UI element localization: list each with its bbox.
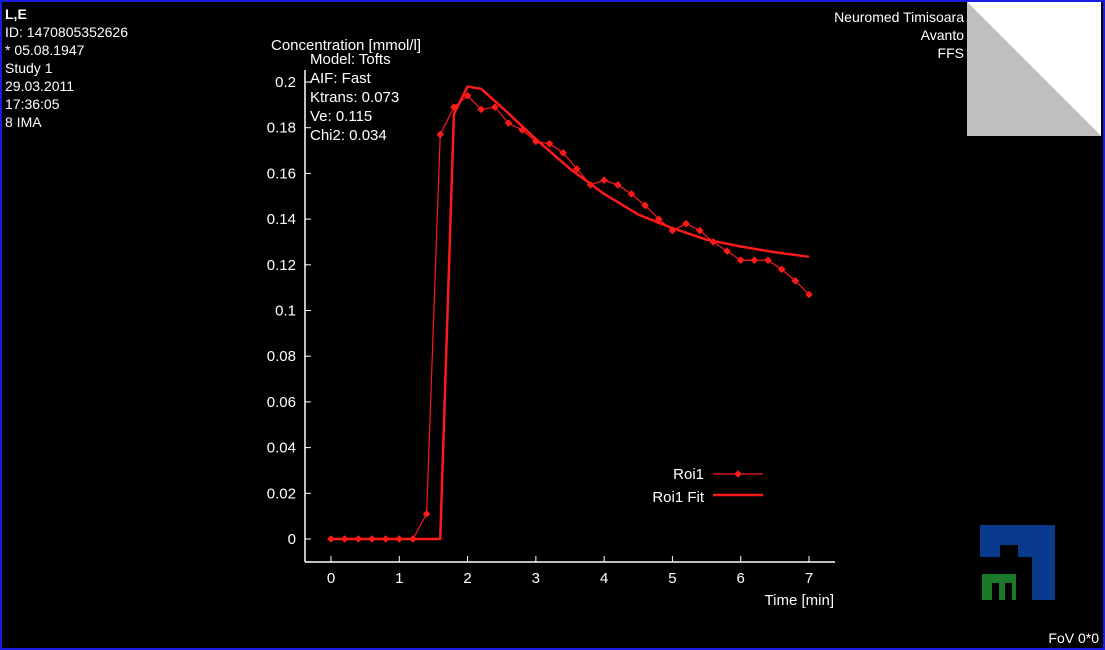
- model-name: Model: Tofts: [310, 51, 391, 68]
- scanner-model: Avanto: [920, 27, 964, 43]
- patient-info: L,E ID: 1470805352626 * 05.08.1947 Study…: [5, 5, 128, 131]
- series-roi1-point: [586, 181, 595, 189]
- image-count: 8 IMA: [5, 114, 42, 130]
- patient-name: L,E: [5, 6, 27, 22]
- chi2-value: Chi2: 0.034: [310, 127, 387, 144]
- series-roi1-point: [327, 535, 335, 543]
- model-info: Model: Tofts AIF: Fast Ktrans: 0.073 Ve:…: [310, 51, 399, 144]
- series-roi1-point: [559, 149, 567, 157]
- series-roi1-point: [545, 139, 554, 148]
- x-tick-label: 5: [668, 570, 676, 587]
- series-roi1-point: [340, 535, 349, 543]
- series-roi1-point: [791, 276, 800, 285]
- ve-value: Ve: 0.115: [310, 108, 372, 125]
- series-roi1-point: [354, 535, 363, 543]
- patient-birthdate: * 05.08.1947: [5, 42, 85, 58]
- x-tick-label: 4: [600, 570, 608, 587]
- neuromed-logo-icon: [980, 525, 1055, 600]
- series-roi1-point: [477, 105, 486, 114]
- y-tick-label: 0.12: [267, 257, 296, 274]
- y-tick-label: 0.06: [267, 394, 296, 411]
- series-roi1-point: [641, 201, 649, 210]
- series-roi1-point: [504, 119, 513, 127]
- series-roi1-point: [518, 126, 526, 134]
- series-roi1-point: [573, 165, 581, 173]
- y-tick-label: 0.14: [267, 211, 296, 228]
- y-tick-label: 0.16: [267, 165, 296, 182]
- ktrans-value: Ktrans: 0.073: [310, 89, 399, 106]
- x-tick-label: 3: [532, 570, 540, 587]
- series-roi1-point: [695, 226, 704, 235]
- y-tick-label: 0.02: [267, 485, 296, 502]
- series-roi1-point: [750, 256, 759, 265]
- series-roi1-point: [627, 190, 636, 198]
- series-roi1-point: [450, 103, 458, 111]
- patient-position: FFS: [937, 45, 964, 61]
- series-roi1-point: [668, 226, 677, 235]
- page-corner-fold-icon[interactable]: [967, 2, 1101, 136]
- fov-readout: FoV 0*0: [1048, 630, 1099, 646]
- y-tick-label: 0.1: [275, 303, 296, 320]
- y-tick-label: 0.2: [275, 74, 296, 91]
- x-tick-label: 6: [737, 570, 745, 587]
- y-axis-label: Concentration [mmol/l]: [271, 37, 421, 54]
- patient-id: ID: 1470805352626: [5, 24, 128, 40]
- y-tick-label: 0.18: [267, 120, 296, 137]
- x-tick-label: 2: [463, 570, 471, 587]
- legend-marker-roi1: [734, 470, 742, 478]
- y-tick-label: 0.08: [267, 348, 296, 365]
- series-roi1-point: [682, 219, 690, 228]
- series-roi1-point: [395, 535, 404, 543]
- x-axis-label: Time [min]: [765, 592, 834, 609]
- aif-label: AIF: Fast: [310, 70, 372, 87]
- y-tick-label: 0.04: [267, 440, 296, 457]
- study-date: 29.03.2011: [5, 78, 75, 94]
- series-roi1-point: [491, 103, 499, 111]
- legend-label-roi1: Roi1: [673, 466, 704, 483]
- series-roi1-point: [436, 130, 445, 139]
- x-tick-label: 7: [805, 570, 813, 587]
- x-tick-label: 1: [395, 570, 403, 587]
- series-roi1-point: [368, 535, 376, 543]
- institution-name: Neuromed Timisoara: [834, 9, 964, 25]
- series-roi1-point: [805, 290, 813, 299]
- x-tick-label: 0: [327, 570, 335, 587]
- series-roi1-point: [532, 137, 540, 146]
- series-roi1-point: [381, 535, 390, 543]
- series-roi1-point: [777, 265, 786, 274]
- series-roi1-point: [463, 91, 472, 100]
- series-roi1-point: [709, 238, 718, 246]
- series-roi1-point: [422, 510, 431, 518]
- legend-label-roi1-fit: Roi1 Fit: [652, 489, 705, 506]
- y-tick-label: 0: [288, 531, 296, 548]
- series-roi1-point: [764, 256, 772, 265]
- series-roi1-fit-line: [331, 85, 810, 541]
- site-info: Neuromed Timisoara Avanto FFS: [834, 8, 964, 62]
- series-roi1-point: [409, 535, 417, 543]
- study-time: 17:36:05: [5, 96, 60, 112]
- series-roi1-point: [654, 215, 663, 223]
- series-roi1-point: [736, 256, 745, 265]
- study-label: Study 1: [5, 60, 53, 76]
- series-roi1-point: [723, 247, 731, 255]
- legend: Roi1 Roi1 Fit: [652, 466, 763, 506]
- series-roi1-point: [600, 176, 608, 185]
- series-roi1-point: [614, 181, 622, 189]
